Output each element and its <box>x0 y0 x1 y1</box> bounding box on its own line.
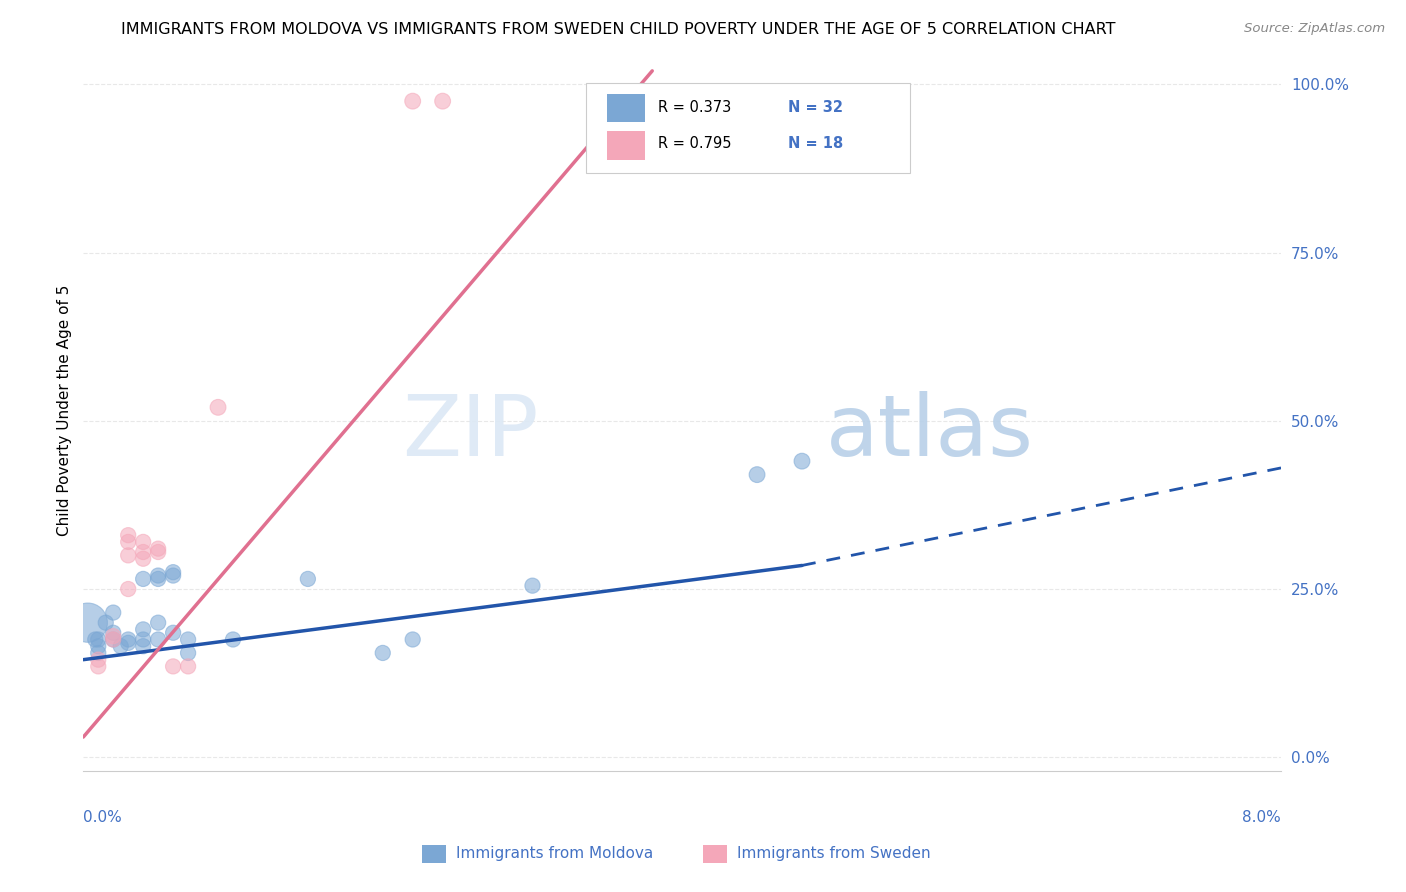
Point <box>76 615 98 630</box>
Point <box>402 94 425 108</box>
Point <box>177 632 200 647</box>
Point <box>103 632 125 647</box>
Point <box>103 606 125 620</box>
Point <box>146 545 169 559</box>
Point <box>146 632 169 647</box>
Y-axis label: Child Poverty Under the Age of 5: Child Poverty Under the Age of 5 <box>58 285 72 536</box>
Point <box>132 639 155 653</box>
Point <box>87 632 110 647</box>
Point <box>132 623 155 637</box>
Point <box>146 568 169 582</box>
Text: ZIP: ZIP <box>402 391 538 474</box>
Point <box>790 454 813 468</box>
Point <box>177 646 200 660</box>
Point <box>103 625 125 640</box>
Point <box>132 535 155 549</box>
Text: N = 32: N = 32 <box>787 100 842 115</box>
Point <box>117 549 139 563</box>
Point <box>132 551 155 566</box>
Point <box>87 653 110 667</box>
Text: Source: ZipAtlas.com: Source: ZipAtlas.com <box>1244 22 1385 36</box>
FancyBboxPatch shape <box>607 95 645 122</box>
Point <box>162 565 184 579</box>
Point <box>87 646 110 660</box>
Point <box>146 615 169 630</box>
Text: R = 0.795: R = 0.795 <box>658 136 731 152</box>
Point <box>162 659 184 673</box>
Point <box>84 632 107 647</box>
FancyBboxPatch shape <box>607 131 645 160</box>
Point <box>87 659 110 673</box>
Point <box>117 632 139 647</box>
Point <box>522 579 544 593</box>
Point <box>222 632 245 647</box>
Point <box>297 572 319 586</box>
Point <box>103 632 125 647</box>
Point <box>371 646 394 660</box>
Point <box>177 659 200 673</box>
Point <box>745 467 768 482</box>
Point <box>146 572 169 586</box>
Point <box>402 632 425 647</box>
Text: Immigrants from Sweden: Immigrants from Sweden <box>737 847 931 861</box>
Point <box>117 582 139 596</box>
Text: R = 0.373: R = 0.373 <box>658 100 731 115</box>
Point <box>132 545 155 559</box>
Point <box>87 639 110 653</box>
Text: 8.0%: 8.0% <box>1243 810 1281 825</box>
Point <box>162 568 184 582</box>
Text: IMMIGRANTS FROM MOLDOVA VS IMMIGRANTS FROM SWEDEN CHILD POVERTY UNDER THE AGE OF: IMMIGRANTS FROM MOLDOVA VS IMMIGRANTS FR… <box>121 22 1116 37</box>
Text: N = 18: N = 18 <box>787 136 842 152</box>
Point <box>146 541 169 556</box>
Point <box>94 615 117 630</box>
Point <box>110 639 132 653</box>
Point <box>132 572 155 586</box>
Text: Immigrants from Moldova: Immigrants from Moldova <box>456 847 652 861</box>
Point <box>162 625 184 640</box>
Text: atlas: atlas <box>825 391 1033 474</box>
Point <box>432 94 454 108</box>
Point <box>117 636 139 650</box>
FancyBboxPatch shape <box>586 83 910 173</box>
Point <box>132 632 155 647</box>
Point <box>117 528 139 542</box>
Point <box>207 401 229 415</box>
Point <box>117 535 139 549</box>
Text: 0.0%: 0.0% <box>83 810 122 825</box>
Point <box>103 629 125 643</box>
